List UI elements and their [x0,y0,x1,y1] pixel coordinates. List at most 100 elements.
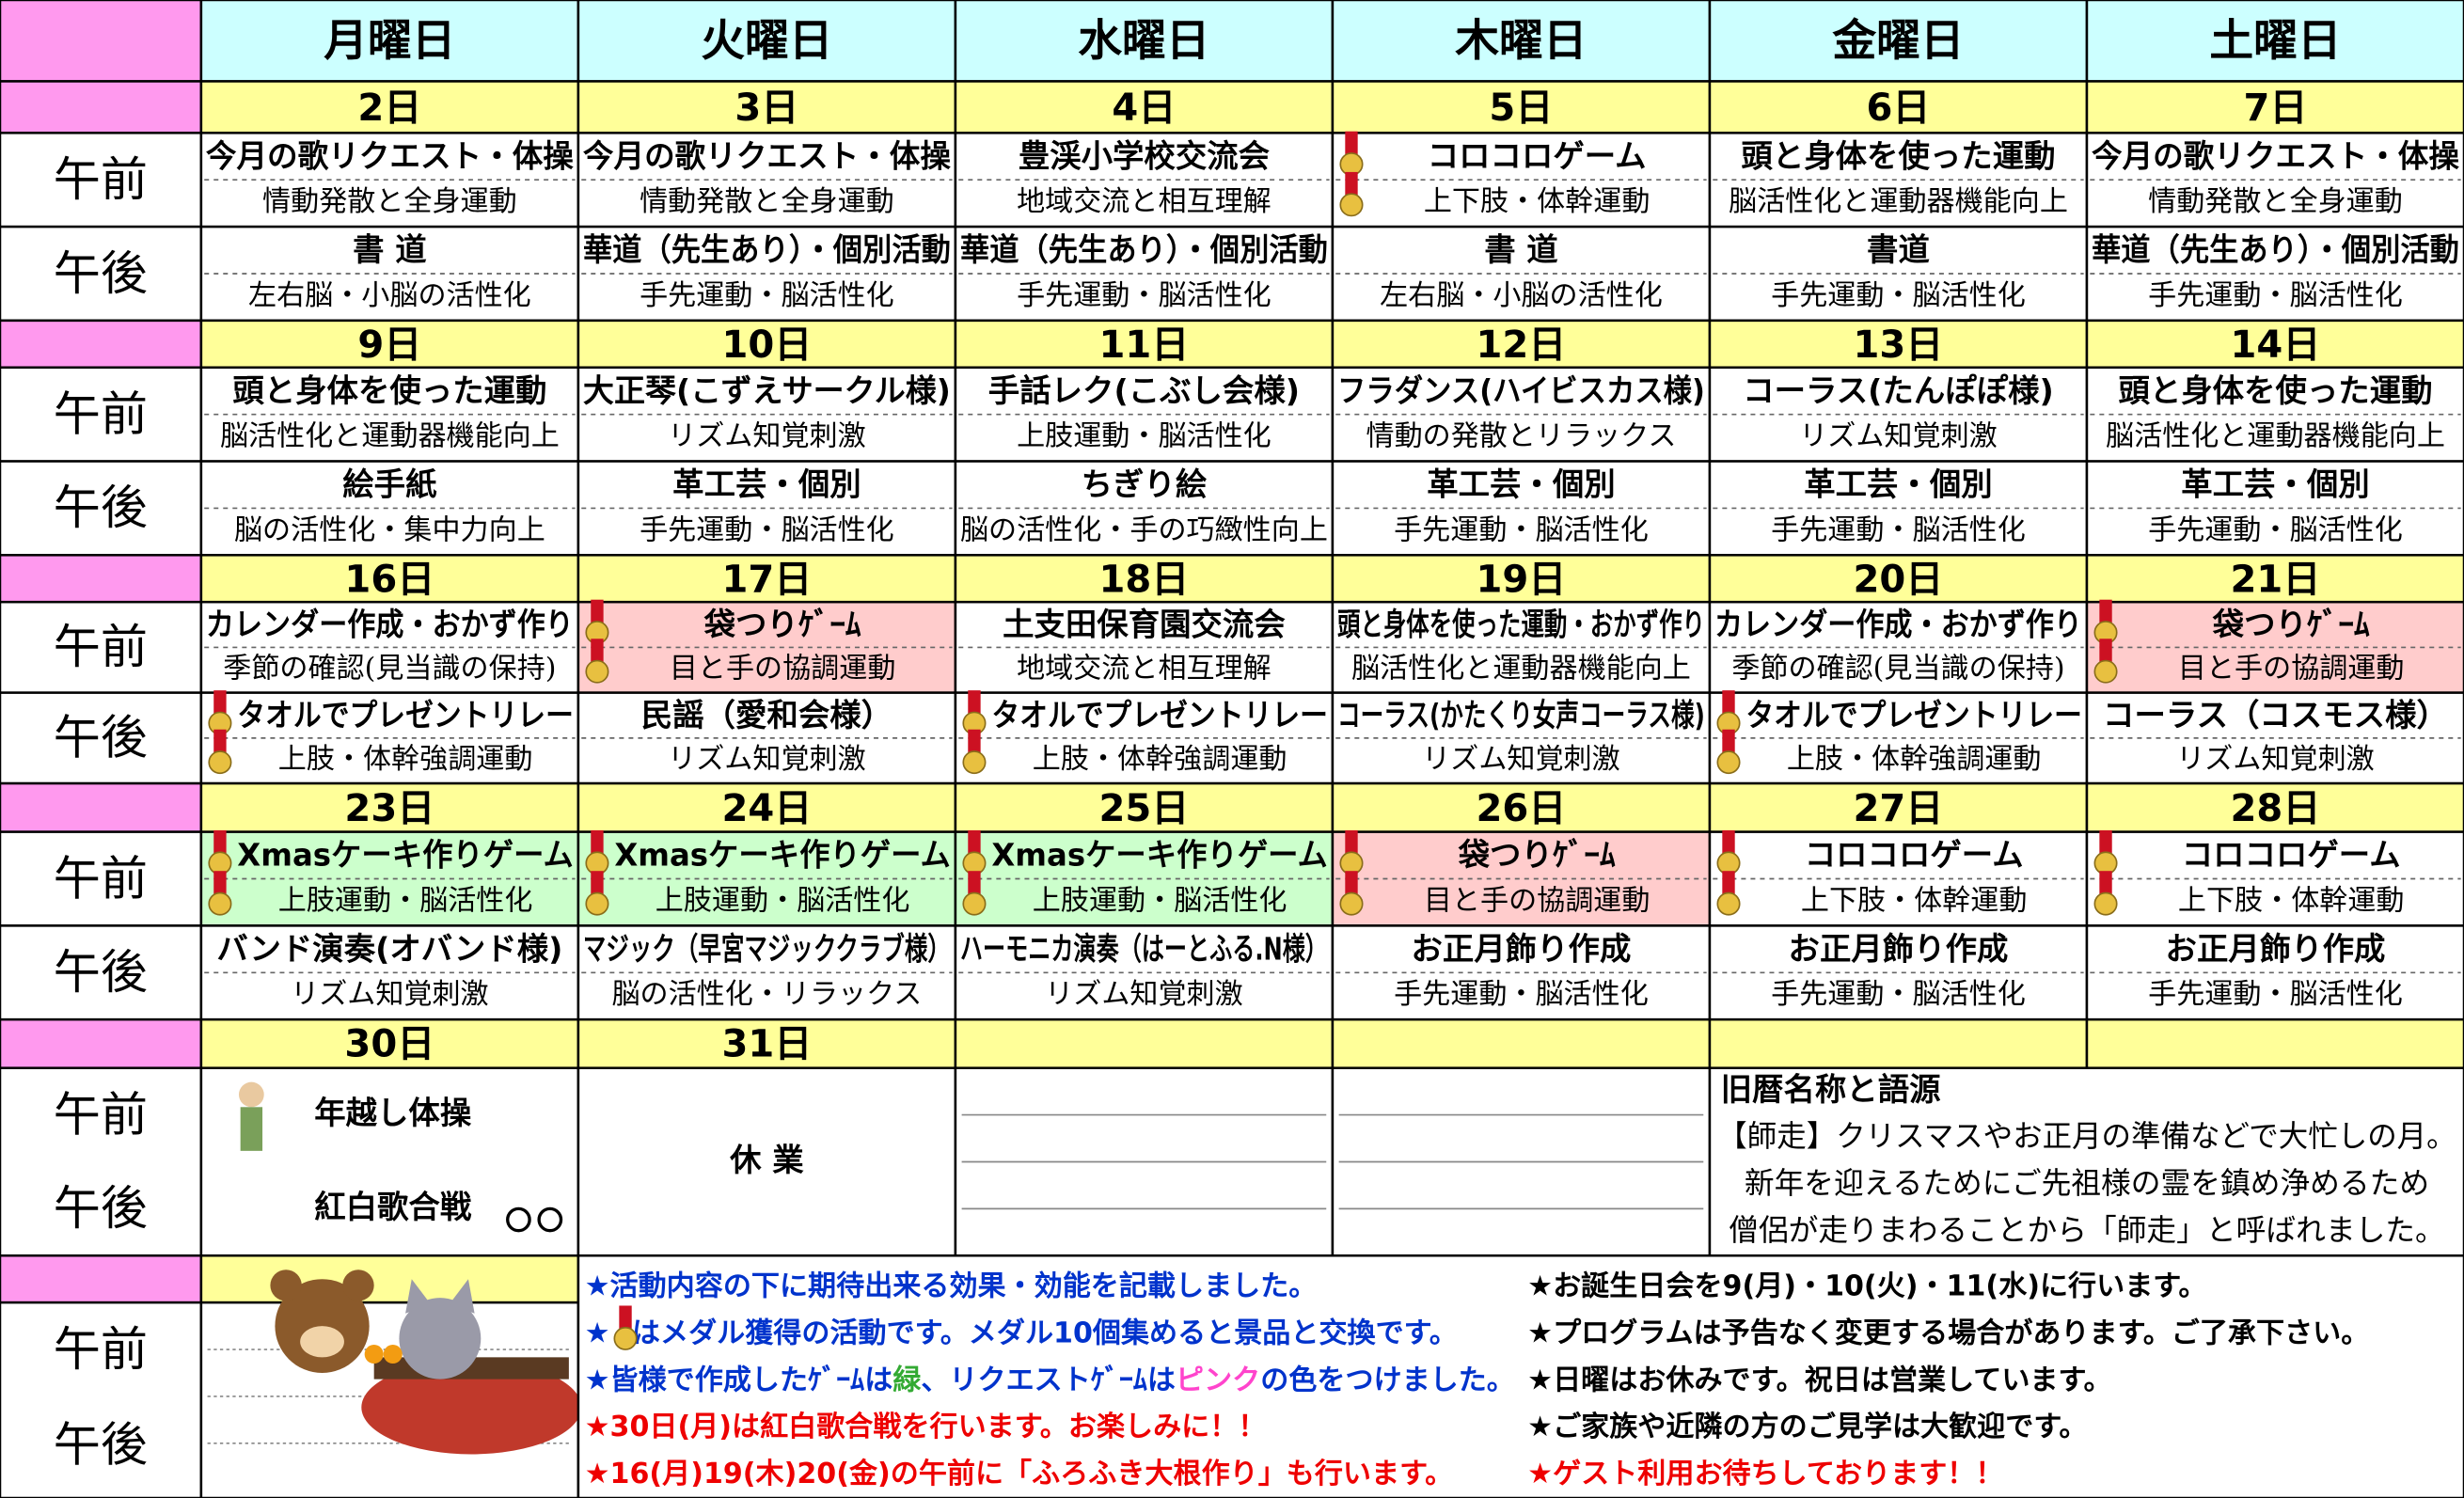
date-cell [577,554,957,604]
date-cell [2085,554,2464,604]
activity-title: 今月の歌リクエスト・体操 [583,137,952,174]
activity-effect: リズム知覚刺激 [2176,743,2375,776]
note-line: ★日曜はお休みです。祝日は営業しています。 [1527,1364,2112,1396]
medal-ribbon [2099,599,2112,625]
medal-ribbon [591,871,604,896]
medal-coin [208,750,232,775]
medal-coin [585,659,609,684]
activity-title: ちぎり絵 [1082,466,1208,503]
label-cell [0,1254,203,1304]
activity-effect: 手先運動・脳活性化 [640,513,894,546]
activity-effect: 脳活性化と運動器機能向上 [1729,185,2068,218]
medal-icon [962,871,987,916]
activity-title: コロコロゲーム [2182,837,2401,874]
day-header [2085,0,2464,83]
music-icon [537,1206,563,1233]
medal-icon [1716,871,1741,916]
day-name: 水曜日 [1078,16,1209,67]
note-segment: の色をつけました。 [1260,1364,1515,1396]
label-cell [0,0,203,83]
activity-effect: 手先運動・脳活性化 [1394,978,1649,1011]
activity-effect: リズム知覚刺激 [668,743,866,776]
date-cell [1331,80,1712,134]
date-cell [2085,80,2464,134]
activity-title: 華道（先生あり）・個別活動 [2092,231,2459,268]
activity-title: コロコロゲーム [1428,137,1647,174]
date: 27日 [1854,787,1944,830]
medal-icon [1716,690,1741,735]
date: 3日 [734,87,798,130]
note-line: ★ はメダル獲得の活動です。メダル10個集めると景品と交換です。 [585,1317,1458,1349]
medal-icon [2093,639,2118,684]
activity-effect: 上下肢・体幹運動 [2178,885,2405,918]
label-cell [0,1017,203,1069]
activity-effect: 地域交流と相互理解 [1017,185,1271,218]
date: 7日 [2243,87,2307,130]
activity-title: タオルでプレゼントリレー [237,697,574,733]
activity-effect: 目と手の協調運動 [2178,653,2405,686]
medal-ribbon [1345,829,1358,856]
note-segment: ★ゲスト利用お待ちしております！！ [1527,1458,2003,1490]
pm-label: 午後 [54,481,148,535]
medal-ribbon [2099,829,2112,856]
activity-title: 袋つりｹﾞｰﾑ [1458,837,1616,874]
activity-effect: リズム知覚刺激 [668,420,866,453]
date-cell [1708,554,2089,604]
note-segment: ★ご家族や近隣の方のご見学は大歓迎です。 [1527,1411,2087,1443]
date-cell [954,1017,1335,1069]
date: 13日 [1854,323,1944,367]
date: 4日 [1112,87,1176,130]
activity-effect: 脳活性化と運動器機能向上 [2106,420,2445,453]
activity-title: 手話レク(こぶし会様) [988,372,1300,409]
activity-title: お正月飾り作成 [1789,931,2009,968]
activity-effect: 地域交流と相互理解 [1017,653,1271,686]
medal-ribbon [1345,171,1358,197]
medal-ribbon [591,599,604,625]
day-name: 金曜日 [1831,16,1964,67]
date-cell [954,319,1335,370]
date-cell [1331,1017,1712,1069]
medal-coin [962,851,987,875]
activity-effect: 手先運動・脳活性化 [2148,279,2403,312]
date-cell [1708,1017,2089,1069]
medal-icon [1716,729,1741,775]
activity-effect: 手先運動・脳活性化 [1771,279,2026,312]
date: 10日 [721,323,812,367]
activity-title: 革工芸・個別 [672,466,861,503]
date: 20日 [1854,559,1944,602]
medal-icon [962,690,987,735]
medal-ribbon [213,690,227,716]
activity-title: コーラス(かたくり女声コーラス様) [1337,697,1705,733]
medal-coin [2093,659,2118,684]
figure-icon [240,1107,263,1151]
medal-ribbon [968,871,981,896]
medal-coin [208,851,232,875]
date: 30日 [344,1023,434,1066]
label-cell [0,1301,203,1498]
medal-icon [208,871,232,916]
medal-ribbon [1722,690,1735,716]
date: 25日 [1098,787,1189,830]
medal-icon [1339,829,1364,875]
date: 26日 [1476,787,1566,830]
label-cell [0,132,203,229]
medal-ribbon [1722,829,1735,856]
activity-title: カレンダー作成・おかず作り [1714,607,2082,643]
medal-icon [208,729,232,775]
pm-label: 午後 [54,711,148,765]
activity-effect: 上肢運動・脳活性化 [278,885,533,918]
medal-ribbon [1722,729,1735,755]
label-cell [0,319,203,370]
medal-coin [1339,851,1364,875]
activity-title: 華道（先生あり）・個別活動 [583,231,951,268]
activity-title: バンド演奏(オバンド様) [216,931,562,968]
music-icon [506,1206,531,1233]
activity-title: 今月の歌リクエスト・体操 [2092,137,2460,174]
date-cell [199,80,580,134]
activity-effect: 上肢運動・脳活性化 [1033,885,1287,918]
label-cell [0,830,203,927]
label-cell [0,225,203,323]
activity-effect: 手先運動・脳活性化 [1017,279,1271,312]
note-segment: ★皆様で作成したｹﾞｰﾑは [585,1364,893,1396]
note-segment: ★活動内容の下に期待出来る効果・効能を記載しました。 [585,1269,1318,1302]
